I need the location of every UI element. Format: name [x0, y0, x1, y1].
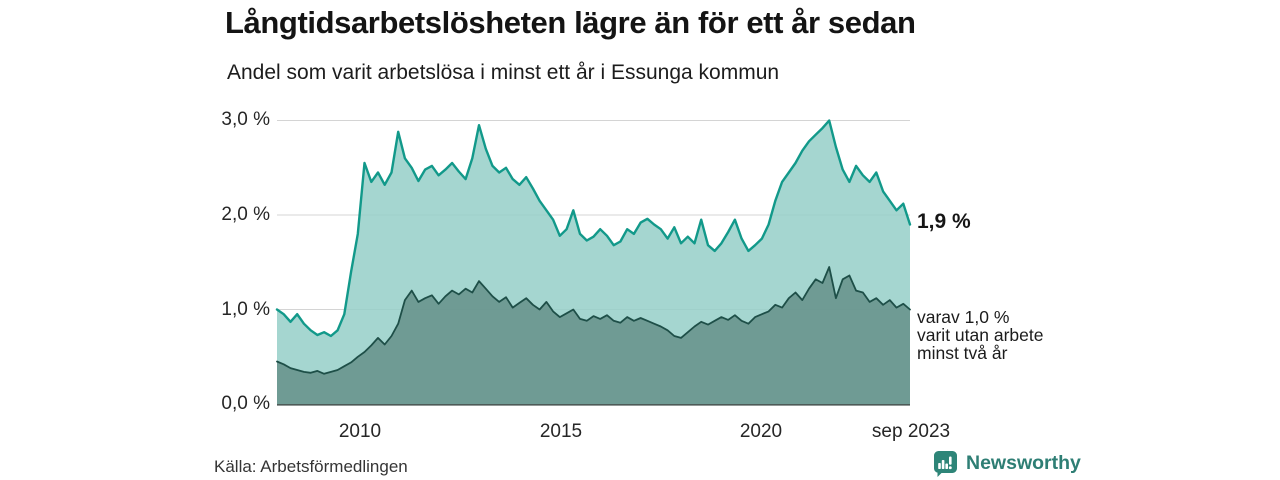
x-axis-tick-label-2010: 2010: [338, 421, 382, 442]
y-axis-tick-label-1: 1,0 %: [221, 299, 270, 320]
newsworthy-logo: Newsworthy: [933, 450, 1081, 477]
chart-subtitle: Andel som varit arbetslösa i minst ett å…: [227, 61, 780, 84]
subseries-annotation-line-2: varit utan arbete: [917, 325, 1044, 345]
source-caption: Källa: Arbetsförmedlingen: [214, 457, 408, 476]
subseries-annotation-line-3: minst två år: [917, 343, 1008, 363]
subseries-annotation-line-1: varav 1,0 %: [917, 307, 1010, 327]
chart-title: Långtidsarbetslösheten lägre än för ett …: [225, 5, 916, 40]
y-axis-tick-label-0: 0,0 %: [221, 393, 270, 414]
latest-value-label: 1,9 %: [917, 210, 971, 233]
subseries-annotation: varav 1,0 % varit utan arbete minst två …: [917, 308, 1043, 362]
y-axis-tick-label-3: 3,0 %: [221, 109, 270, 130]
newsworthy-chart-bubble-icon: [934, 451, 957, 477]
x-axis-tick-label-2020: 2020: [739, 421, 783, 442]
newsworthy-wordmark: Newsworthy: [966, 452, 1081, 474]
x-axis-tick-label-sep-2023: sep 2023: [871, 421, 951, 442]
y-axis-tick-label-2: 2,0 %: [221, 204, 270, 225]
x-axis-tick-label-2015: 2015: [539, 421, 583, 442]
